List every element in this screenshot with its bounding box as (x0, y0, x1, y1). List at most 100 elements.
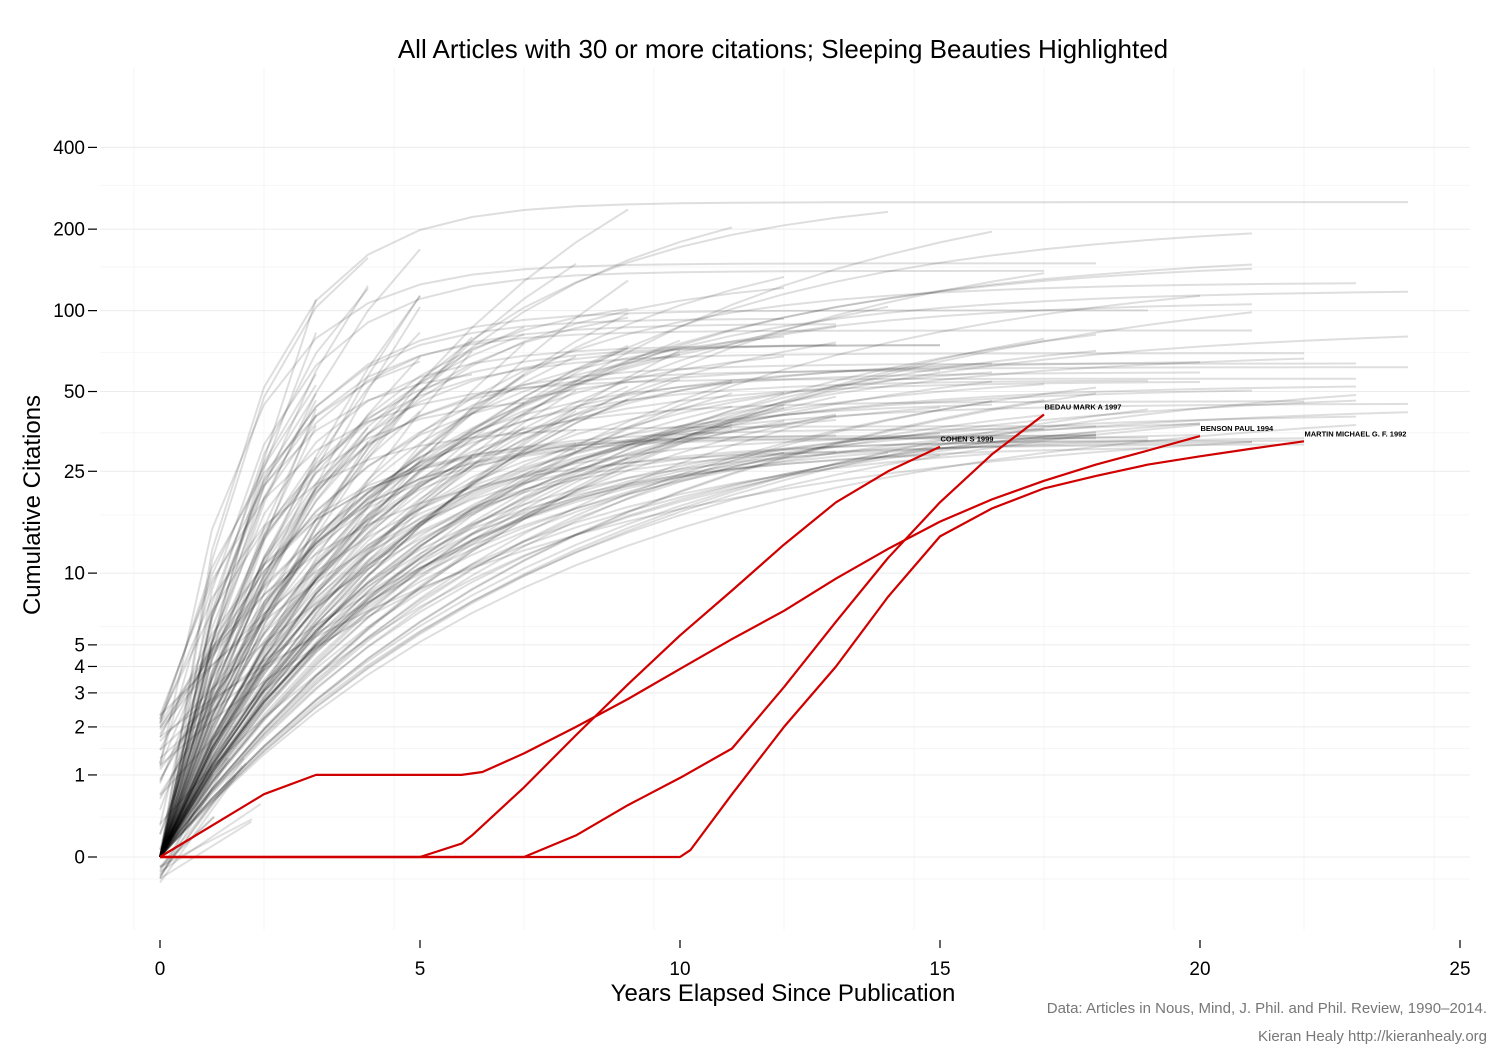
background-series-line (159, 381, 1201, 858)
background-series-line (159, 414, 837, 858)
caption-source: Data: Articles in Nous, Mind, J. Phil. a… (1047, 1000, 1487, 1017)
background-series-line (159, 440, 1253, 738)
background-series-line (159, 434, 1096, 768)
background-series-line (159, 414, 1045, 858)
background-series-line (159, 371, 1201, 858)
background-series-line (159, 362, 993, 858)
background-series-line (159, 316, 629, 858)
background-series-line (159, 294, 1201, 858)
background-series-line (159, 422, 1201, 767)
background-series-line (159, 347, 629, 858)
background-series-line (159, 287, 785, 835)
y-tick-label: 3 (74, 683, 85, 704)
background-series-line (159, 454, 941, 858)
background-series-line (159, 404, 785, 858)
background-series-line (159, 287, 369, 858)
x-tick-label: 20 (1189, 959, 1210, 980)
background-series-line (159, 398, 629, 858)
background-series-line (159, 428, 1045, 738)
background-series-line (159, 303, 1253, 858)
background-series-line (159, 428, 577, 858)
background-series-line (159, 456, 317, 858)
background-series-line (159, 408, 317, 858)
background-series-line (159, 451, 889, 858)
background-series-line (159, 394, 1357, 858)
background-series-line (159, 431, 1097, 858)
y-tick-label: 100 (53, 301, 85, 322)
background-series-line (159, 331, 421, 858)
background-series-line (159, 757, 230, 880)
background-series-line (159, 210, 889, 835)
y-tick-label: 200 (53, 220, 85, 241)
background-series-line (159, 436, 1148, 784)
background-series-line (159, 360, 421, 725)
x-tick-label: 5 (415, 959, 426, 980)
background-lines (159, 201, 1409, 884)
y-tick-label: 400 (53, 138, 85, 159)
background-series-line (159, 455, 473, 858)
background-series-line (159, 402, 1409, 858)
background-series-line (159, 425, 525, 858)
background-series-line (159, 357, 1305, 858)
background-series-line (159, 341, 837, 858)
background-series-line (159, 344, 941, 858)
background-series-line (159, 295, 421, 858)
highlight-series-line (160, 440, 1305, 859)
background-series-line (159, 226, 733, 858)
background-series-line (159, 262, 1096, 765)
y-tick-label: 4 (74, 657, 85, 678)
background-series-line (159, 399, 1357, 797)
background-series-line (159, 437, 1305, 858)
background-series-line (159, 333, 525, 720)
background-series-line (159, 392, 733, 858)
background-series-line (159, 433, 1097, 825)
background-series-line (159, 439, 1149, 858)
background-series-line (159, 399, 317, 858)
background-series-line (159, 422, 1201, 858)
background-series-line (159, 443, 1305, 858)
background-series-line (159, 306, 421, 858)
background-series-line (159, 426, 369, 858)
background-series-line (159, 818, 253, 868)
background-series-line (159, 342, 525, 858)
background-series-line (159, 423, 1201, 858)
background-series-line (159, 434, 1097, 858)
background-series-line (159, 406, 785, 858)
background-series-line (159, 355, 577, 800)
background-series-line (159, 432, 941, 858)
background-series-line (159, 312, 629, 858)
background-series-line (159, 803, 262, 873)
y-tick-label: 0 (74, 848, 85, 869)
background-series-line (159, 452, 993, 858)
y-tick-label: 25 (64, 462, 85, 483)
background-series-line (159, 448, 577, 858)
background-series-line (159, 410, 421, 858)
background-series-line (159, 383, 1045, 858)
background-series-line (159, 384, 317, 720)
caption-author: Kieran Healy http://kieranhealy.org (1258, 1028, 1487, 1045)
background-series-line (159, 339, 681, 795)
background-series-line (159, 294, 421, 858)
highlight-series-label: MARTIN MICHAEL G. F. 1992 (1305, 429, 1407, 438)
x-tick-label: 25 (1449, 959, 1470, 980)
background-series-line (159, 305, 889, 771)
background-series-line (159, 373, 525, 858)
background-series-line (159, 439, 1305, 858)
highlight-series-label: COHEN S 1999 (941, 435, 994, 444)
background-series-line (159, 820, 252, 880)
background-series-line (159, 272, 1045, 858)
background-series-line (159, 230, 993, 858)
background-series-line (159, 311, 1253, 858)
background-series-line (159, 333, 1097, 858)
background-series-line (159, 386, 1097, 858)
background-series-line (159, 420, 785, 858)
background-series-line (159, 290, 1409, 858)
background-series-line (159, 392, 1097, 858)
background-series-line (159, 379, 733, 858)
background-series-line (159, 352, 1304, 858)
background-series-line (159, 392, 317, 858)
background-series-line (159, 356, 421, 858)
background-series-line (159, 371, 993, 858)
